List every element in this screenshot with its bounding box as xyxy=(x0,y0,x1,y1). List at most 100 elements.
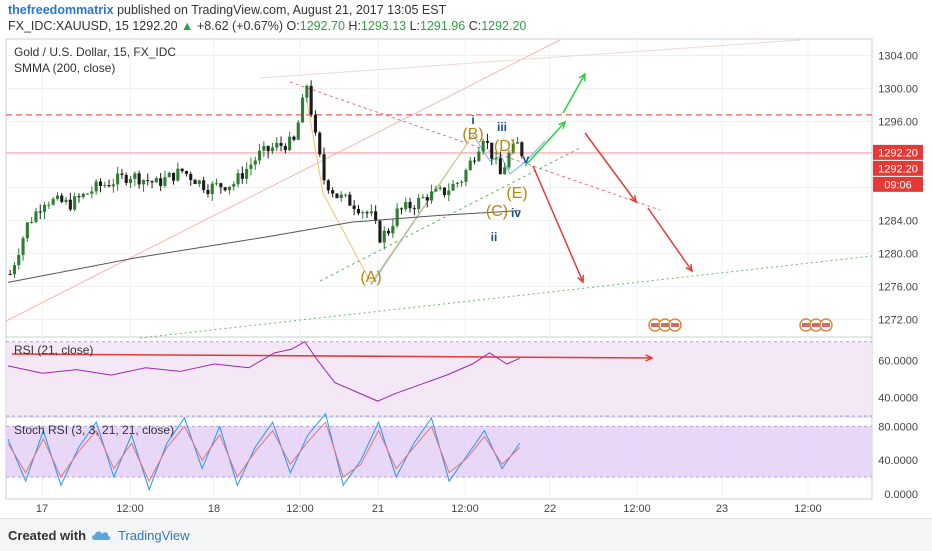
stoch-tick-label: 80.0000 xyxy=(878,421,918,433)
bull-arrow-2-shaft xyxy=(562,73,586,114)
smma-line xyxy=(7,210,520,283)
bull-arrow-2 xyxy=(562,72,586,114)
candle-body xyxy=(434,188,438,192)
wave-label: (D) xyxy=(494,138,516,155)
candle xyxy=(21,236,25,261)
candle xyxy=(133,171,137,186)
candle xyxy=(146,173,150,186)
candle-body xyxy=(283,145,287,151)
time-axis: 17 12:00 18 12:00 21 12:00 22 12:00 23 12:00 xyxy=(36,503,822,515)
candle-body xyxy=(202,180,206,190)
candle xyxy=(253,156,257,170)
candle-body xyxy=(223,187,227,191)
candle xyxy=(313,110,317,136)
candle xyxy=(163,170,167,188)
candle-body xyxy=(451,183,455,191)
candle-body xyxy=(47,204,51,206)
event-flag-stripe xyxy=(651,323,659,327)
candle xyxy=(494,151,498,165)
price-badge-text: 1292.20 xyxy=(878,147,918,159)
price-badge-bg xyxy=(873,160,923,176)
candle-body xyxy=(313,114,317,133)
chart-area[interactable]: (A) (B) (C) (D) (E) i ii iii iv v 1304.00 1300.00 1… xyxy=(0,38,932,518)
candle-body xyxy=(227,186,231,191)
candle xyxy=(391,218,395,238)
candle xyxy=(103,181,107,188)
candle xyxy=(507,150,511,170)
bear-arrow-1-head xyxy=(577,274,585,284)
candle-body xyxy=(8,274,12,276)
candle xyxy=(464,168,468,187)
rsi-divergence-arrow-shaft xyxy=(11,353,653,359)
candle-body xyxy=(378,220,382,243)
candle-body xyxy=(146,180,150,182)
candle-body xyxy=(395,208,399,226)
candle-body xyxy=(399,208,403,210)
bear-arrow-3-head xyxy=(685,263,693,273)
stoch-band-fill xyxy=(6,426,872,477)
bull-arrow-1-head xyxy=(558,120,567,129)
triangle-upper-line xyxy=(289,81,661,211)
candle xyxy=(17,248,21,270)
candle xyxy=(279,136,283,152)
candle xyxy=(481,138,485,155)
candle xyxy=(382,226,386,250)
candle-body xyxy=(116,173,120,185)
candle-body xyxy=(141,180,145,185)
candle xyxy=(455,181,459,188)
candle-body xyxy=(503,167,507,175)
candle xyxy=(326,179,330,194)
rsi-band-fill xyxy=(6,341,872,416)
bull-arrow-1 xyxy=(524,120,567,167)
candle xyxy=(369,204,373,217)
publish-line: thefreedommatrix published on TradingVie… xyxy=(8,2,446,19)
close-value: 1292.20 xyxy=(481,19,527,33)
candle-body xyxy=(34,211,38,222)
candle-body xyxy=(150,181,154,183)
candle-body xyxy=(215,183,219,185)
candle xyxy=(202,176,206,193)
candle-body xyxy=(210,183,214,194)
candle-body xyxy=(270,147,274,152)
candle xyxy=(137,170,141,189)
price-badge-bg xyxy=(873,144,923,160)
candle xyxy=(172,172,176,185)
candle-body xyxy=(275,142,279,148)
candle-body xyxy=(339,194,343,198)
candle xyxy=(356,204,360,216)
candle xyxy=(232,181,236,191)
candle xyxy=(249,157,253,176)
candle xyxy=(60,193,64,204)
candle xyxy=(154,176,158,183)
candle xyxy=(215,178,219,186)
candle-body xyxy=(245,168,249,179)
candle xyxy=(180,168,184,174)
wave-label: (C) xyxy=(486,203,508,220)
candle-body xyxy=(137,173,141,185)
tradingview-link[interactable]: TradingView xyxy=(118,528,190,543)
candle-body xyxy=(124,174,128,183)
wave-label: iii xyxy=(497,120,507,134)
created-with-label: Created with xyxy=(8,528,87,543)
candle-body xyxy=(421,197,425,199)
candle xyxy=(344,193,348,198)
candle xyxy=(116,166,120,191)
bear-arrow-1 xyxy=(532,165,585,284)
bear-arrow-3-shaft xyxy=(647,207,693,272)
author-link[interactable]: thefreedommatrix xyxy=(8,3,114,17)
us-flag-event-icon xyxy=(648,318,682,332)
candle xyxy=(387,228,391,236)
candle xyxy=(283,143,287,154)
candle xyxy=(124,172,128,186)
candle xyxy=(98,178,102,193)
channel-line-upper xyxy=(5,39,561,322)
candle xyxy=(68,192,72,212)
wave-label: v xyxy=(523,152,530,166)
candle xyxy=(90,186,94,199)
candle xyxy=(322,147,326,185)
candle-body xyxy=(184,171,188,174)
candle-body xyxy=(391,225,395,234)
candle xyxy=(361,210,365,219)
candle-body xyxy=(189,173,193,181)
